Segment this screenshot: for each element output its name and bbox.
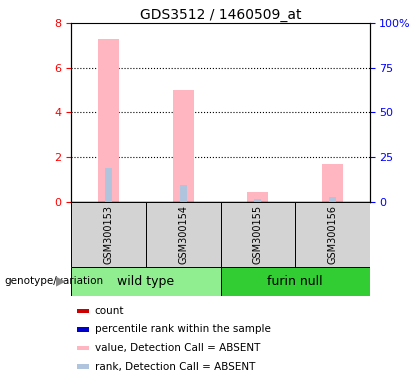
- Bar: [77, 327, 89, 332]
- Bar: [220, 267, 370, 296]
- Text: percentile rank within the sample: percentile rank within the sample: [95, 324, 270, 334]
- Text: ▶: ▶: [56, 275, 66, 288]
- Text: value, Detection Call = ABSENT: value, Detection Call = ABSENT: [95, 343, 260, 353]
- Bar: [146, 202, 220, 267]
- Bar: [220, 202, 295, 267]
- Bar: [173, 90, 194, 202]
- Text: genotype/variation: genotype/variation: [4, 276, 103, 286]
- Title: GDS3512 / 1460509_at: GDS3512 / 1460509_at: [140, 8, 301, 22]
- Bar: [247, 192, 268, 202]
- Bar: [295, 202, 370, 267]
- Bar: [329, 197, 336, 202]
- Bar: [322, 164, 343, 202]
- Text: GSM300154: GSM300154: [178, 205, 188, 264]
- Text: furin null: furin null: [267, 275, 323, 288]
- Bar: [98, 39, 119, 202]
- Text: GSM300155: GSM300155: [253, 205, 263, 264]
- Bar: [77, 346, 89, 350]
- Text: GSM300153: GSM300153: [104, 205, 114, 264]
- Text: GSM300156: GSM300156: [327, 205, 337, 264]
- Bar: [71, 267, 220, 296]
- Text: count: count: [95, 306, 124, 316]
- Bar: [180, 185, 186, 202]
- Bar: [105, 168, 112, 202]
- Bar: [71, 202, 146, 267]
- Text: wild type: wild type: [117, 275, 175, 288]
- Bar: [77, 364, 89, 369]
- Text: rank, Detection Call = ABSENT: rank, Detection Call = ABSENT: [95, 362, 255, 372]
- Bar: [255, 199, 261, 202]
- Bar: [77, 309, 89, 313]
